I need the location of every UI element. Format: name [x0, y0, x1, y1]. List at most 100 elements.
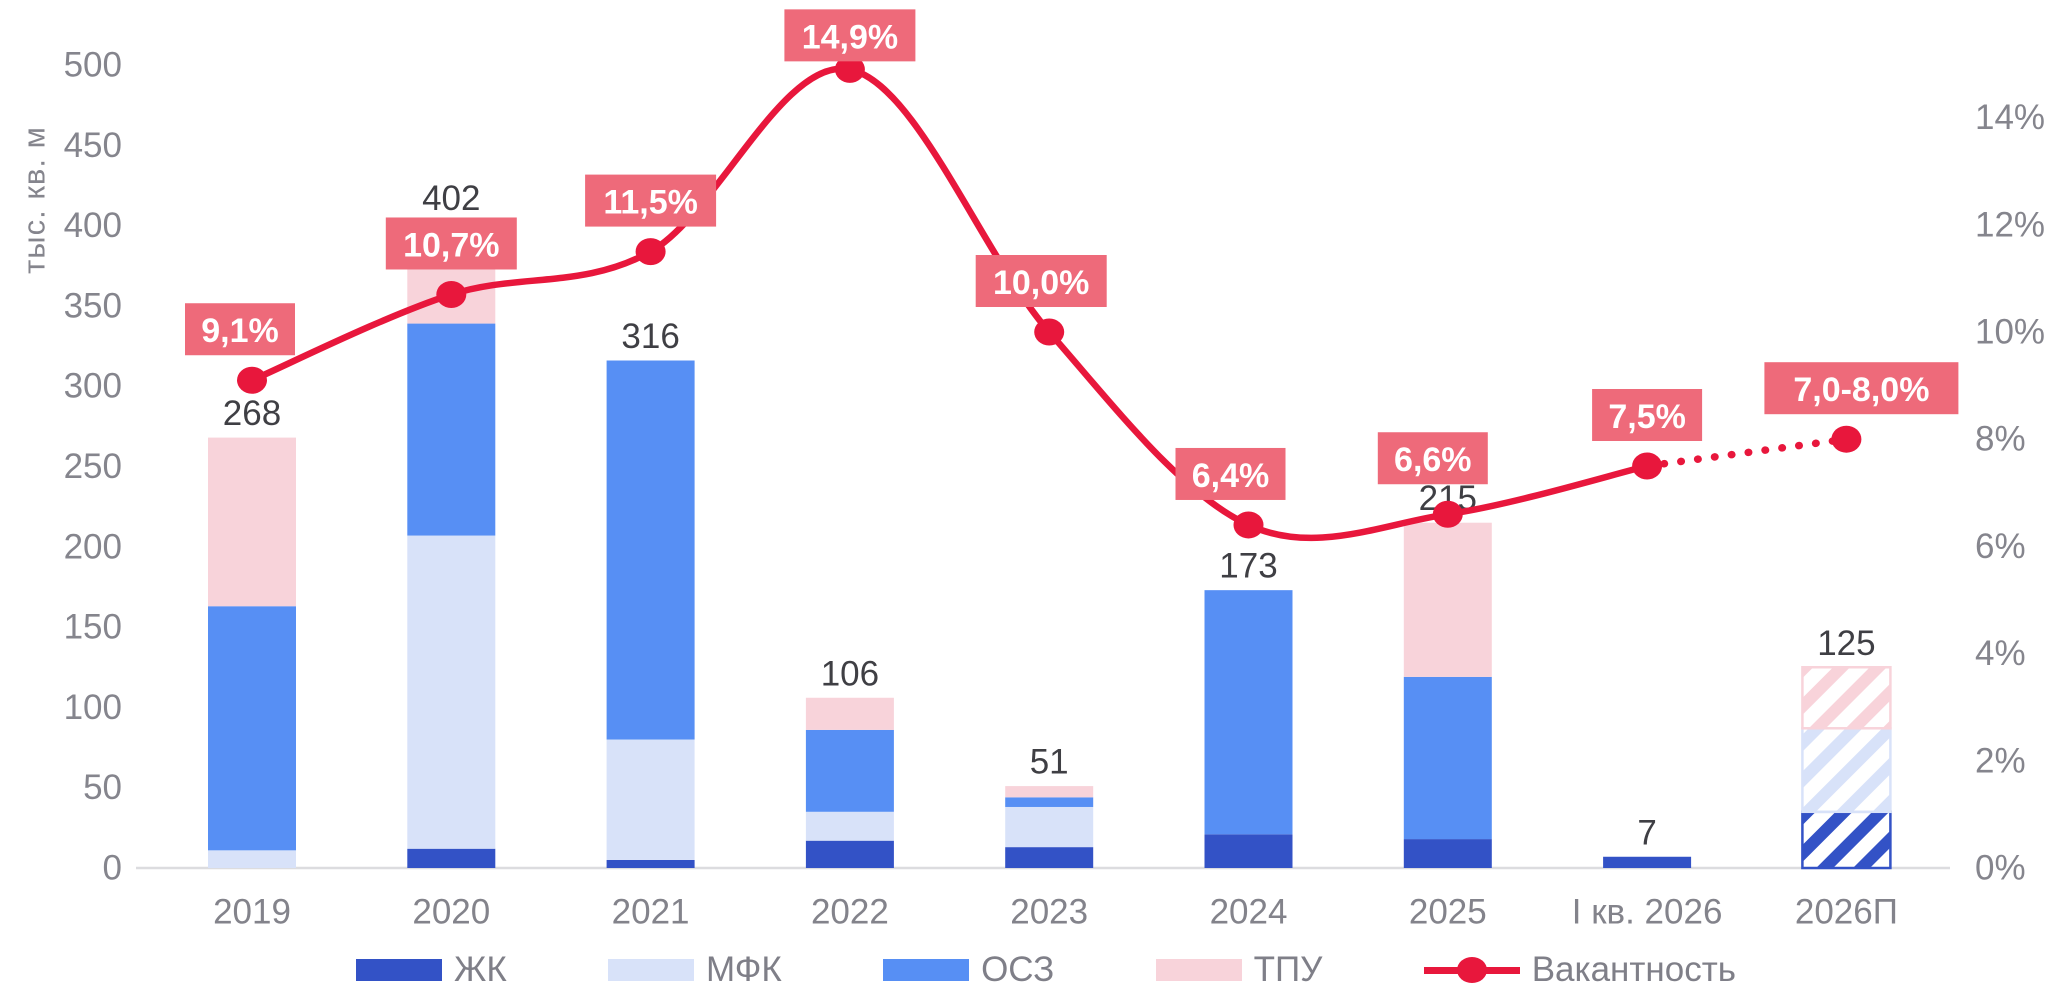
bar-segment-ЖК: [1603, 856, 1692, 868]
vacancy-point: [436, 280, 467, 308]
bar-total-label: 51: [1030, 743, 1069, 782]
vacancy-label-box: [975, 255, 1107, 307]
vacancy-point: [1432, 500, 1463, 528]
vacancy-label: 11,5%: [603, 184, 698, 222]
legend-item-МФК: МФК: [608, 950, 782, 990]
vacancy-label-box: [585, 174, 717, 227]
vacancy-label: 9,1%: [201, 312, 279, 350]
bar-segment-МФК: [407, 535, 496, 849]
bar-total-label: 7: [1637, 813, 1656, 852]
vacancy-label: 14,9%: [802, 18, 898, 56]
line-marker-icon: [1423, 956, 1520, 984]
x-axis-category-label: 2021: [612, 893, 690, 932]
bar-segment-МФК: [208, 850, 296, 868]
vacancy-point: [1831, 425, 1862, 453]
left-axis-tick: 0: [103, 849, 122, 888]
bar-segment-ЖК-forecast: [1801, 810, 1892, 870]
vacancy-label: 7,5%: [1608, 398, 1686, 436]
bar-segment-ЖК: [1005, 847, 1094, 868]
vacancy-label: 6,6%: [1394, 441, 1472, 479]
left-axis-tick: 50: [83, 768, 122, 807]
left-axis-tick: 450: [64, 126, 122, 165]
legend-item-ОСЗ: ОСЗ: [883, 950, 1054, 990]
left-axis-tick: 350: [64, 286, 122, 325]
bar-segment-ЖК: [407, 848, 496, 868]
right-axis-tick: 6%: [1975, 527, 2026, 566]
left-axis-tick: 500: [64, 46, 122, 85]
bar-segment-МФК: [606, 739, 695, 860]
vacancy-label-box: [385, 217, 517, 270]
vacancy-point: [1632, 452, 1663, 480]
legend-label: ОСЗ: [981, 950, 1055, 989]
bar-segment-ЖК: [1204, 834, 1293, 868]
vacancy-point: [1034, 318, 1065, 346]
x-axis-category-label: I кв. 2026: [1572, 893, 1723, 932]
bar-segment-ЖК: [805, 840, 894, 868]
vacancy-label: 7,0-8,0%: [1793, 371, 1929, 409]
right-axis-tick: 2%: [1975, 741, 2026, 780]
bar-segment-ОСЗ: [407, 323, 496, 536]
vacancy-label: 10,7%: [403, 226, 499, 264]
bar-segment-ТПУ: [1005, 786, 1094, 798]
vacancy-point: [834, 55, 865, 83]
left-axis-tick: 300: [64, 367, 122, 406]
left-axis-tick: 100: [64, 688, 122, 727]
x-axis-category-label: 2022: [811, 893, 889, 932]
bar-segment-ТПУ-forecast: [1801, 666, 1892, 730]
vacancy-point: [635, 238, 666, 266]
legend-swatch-icon: [608, 959, 695, 981]
chart-legend: ЖК МФК ОСЗ ТПУ Вакантность: [356, 942, 1736, 998]
x-axis-category-label: 2026П: [1795, 893, 1898, 932]
bar-total-label: 402: [422, 179, 480, 218]
bar-segment-МФК: [1005, 806, 1094, 848]
legend-item-ТПУ: ТПУ: [1155, 950, 1323, 990]
bar-total-label: 106: [821, 654, 879, 693]
x-axis-category-label: 2020: [412, 893, 490, 932]
left-axis-tick: 250: [64, 447, 122, 486]
bar-segment-МФК-forecast: [1801, 727, 1892, 814]
legend-swatch-icon: [356, 959, 442, 981]
bar-total-label: 125: [1817, 624, 1875, 663]
right-axis-tick: 12%: [1975, 205, 2045, 244]
vacancy-label-box: [1175, 447, 1286, 500]
vacancy-line: [250, 65, 1648, 542]
x-axis-category-label: 2023: [1010, 893, 1088, 932]
bar-total-label: 173: [1219, 547, 1277, 586]
left-axis-tick: 200: [64, 527, 122, 566]
bar-segment-ЖК: [1403, 839, 1492, 868]
bar-segment-ТПУ: [1403, 522, 1492, 677]
bar-segment-ОСЗ: [208, 606, 296, 851]
left-axis-tick: 150: [64, 608, 122, 647]
right-axis-tick: 8%: [1975, 420, 2026, 459]
bar-total-label: 316: [621, 317, 679, 356]
bar-segment-ТПУ: [208, 437, 296, 607]
bar-segment-ОСЗ: [1005, 797, 1094, 807]
left-axis-tick: 400: [64, 206, 122, 245]
right-axis-tick: 0%: [1975, 849, 2026, 888]
vacancy-label: 10,0%: [993, 264, 1089, 302]
vacancy-point: [237, 366, 267, 394]
legend-label: Вакантность: [1531, 950, 1736, 989]
bar-segment-ТПУ: [805, 697, 894, 730]
right-axis-tick: 4%: [1975, 634, 2026, 673]
right-axis-tick: 14%: [1975, 98, 2045, 137]
legend-item-vacancy: Вакантность: [1423, 950, 1736, 990]
bar-segment-ОСЗ: [1403, 676, 1492, 840]
x-axis-category-label: 2024: [1210, 893, 1288, 932]
legend-label: ЖК: [454, 950, 507, 989]
vacancy-line-forecast-dotted: [1643, 435, 1851, 470]
y-axis-title: тыс. кв. м: [17, 126, 52, 274]
x-axis-category-label: 2025: [1409, 893, 1487, 932]
legend-swatch-icon: [883, 959, 970, 981]
vacancy-label-box: [784, 9, 916, 62]
bar-segment-ОСЗ: [606, 360, 695, 740]
bar-segment-ОСЗ: [1204, 590, 1293, 835]
bar-segment-МФК: [805, 811, 894, 841]
legend-label: ТПУ: [1253, 950, 1323, 989]
vacancy-point: [1233, 511, 1264, 539]
bar-segment-ЖК: [606, 859, 695, 868]
vacancy-label-box: [1592, 389, 1703, 441]
legend-label: МФК: [706, 950, 782, 989]
